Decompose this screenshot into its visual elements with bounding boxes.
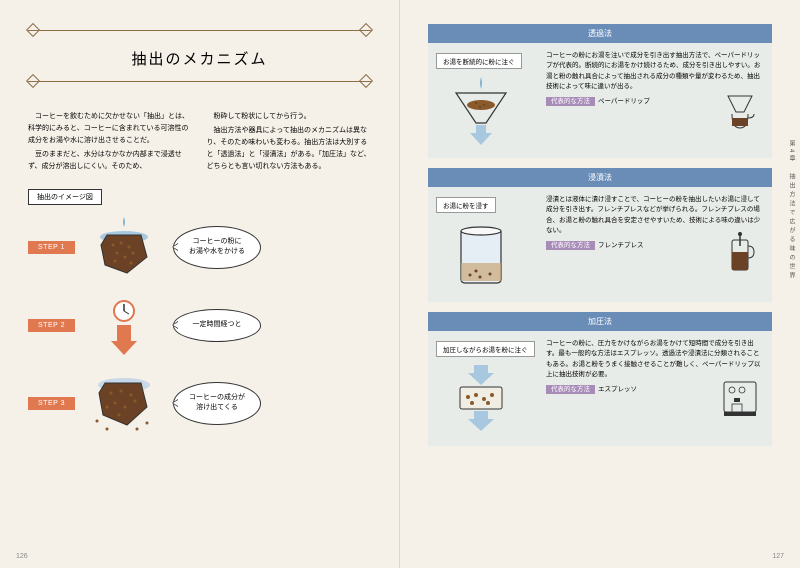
step-bubble: コーヒーの粉に お湯や水をかける — [173, 226, 261, 269]
chapter-margin-label: 第4章 抽出方法で広がる味の世界 — [787, 140, 796, 281]
method-tag: お湯に粉を浸す — [436, 197, 496, 213]
page-number-left: 126 — [16, 553, 28, 560]
body-text: コーヒーを飲むために欠かせない「抽出」とは、科学的にみると、コーヒーに含まれてい… — [28, 111, 371, 174]
step-badge: STEP 1 — [28, 241, 75, 254]
step-bubble: コーヒーの成分が 溶け出てくる — [173, 382, 261, 425]
right-page: 透過法 お湯を断続的に粉に注ぐ コーヒーの粉にお湯を注いで成分を引き出す抽出方法… — [400, 0, 800, 568]
steps-diagram: STEP 1 コーヒーの粉に お湯や水をかける STEP 2 一定時間経つと — [28, 215, 371, 435]
left-page: 抽出のメカニズム コーヒーを飲むために欠かせない「抽出」とは、科学的にみると、コ… — [0, 0, 400, 568]
step-badge: STEP 3 — [28, 397, 75, 410]
immersion-icon — [436, 219, 526, 289]
method-title: 加圧法 — [428, 312, 772, 331]
method-shinseki: 浸漬法 お湯に粉を浸す 浸漬とは液体に漬け浸すことで、コーヒーの粉を抽出したいお… — [428, 168, 772, 302]
french-press-icon — [718, 232, 762, 276]
method-tag: お湯を断続的に粉に注ぐ — [436, 53, 522, 69]
step-badge: STEP 2 — [28, 319, 75, 332]
step-2: STEP 2 一定時間経つと — [28, 293, 371, 357]
step-3: STEP 3 コーヒーの成分が 溶け出てくる — [28, 371, 371, 435]
method-desc: コーヒーの粉に、圧力をかけながらお湯をかけて短時間で成分を引き出す。最も一般的な… — [546, 339, 764, 381]
method-kaatsu: 加圧法 加圧しながらお湯を粉に注ぐ コーヒーの粉に、圧力をかけながらお湯をかけて… — [428, 312, 772, 446]
method-desc: コーヒーの粉にお湯を注いで成分を引き出す抽出方法で、ペーパードリップが代表的。断… — [546, 51, 764, 93]
method-desc: 浸漬とは液体に漬け浸すことで、コーヒーの粉を抽出したいお湯に浸して成分を引き出す… — [546, 195, 764, 237]
step-bubble: 一定時間経つと — [173, 309, 261, 342]
method-toukaho: 透過法 お湯を断続的に粉に注ぐ コーヒーの粉にお湯を注いで成分を引き出す抽出方法… — [428, 24, 772, 158]
page-title: 抽出のメカニズム — [28, 48, 371, 69]
step3-illustration — [87, 371, 161, 435]
pressure-icon — [436, 363, 526, 433]
method-title: 浸漬法 — [428, 168, 772, 187]
step2-illustration — [87, 293, 161, 357]
title-block: 抽出のメカニズム — [28, 24, 371, 93]
page-number-right: 127 — [772, 553, 784, 560]
pour-over-icon — [436, 75, 526, 145]
step1-illustration — [87, 215, 161, 279]
step-1: STEP 1 コーヒーの粉に お湯や水をかける — [28, 215, 371, 279]
method-title: 透過法 — [428, 24, 772, 43]
espresso-machine-icon — [718, 376, 762, 420]
dripper-icon — [718, 88, 762, 132]
diagram-label: 抽出のイメージ図 — [28, 189, 102, 205]
method-tag: 加圧しながらお湯を粉に注ぐ — [436, 341, 535, 357]
